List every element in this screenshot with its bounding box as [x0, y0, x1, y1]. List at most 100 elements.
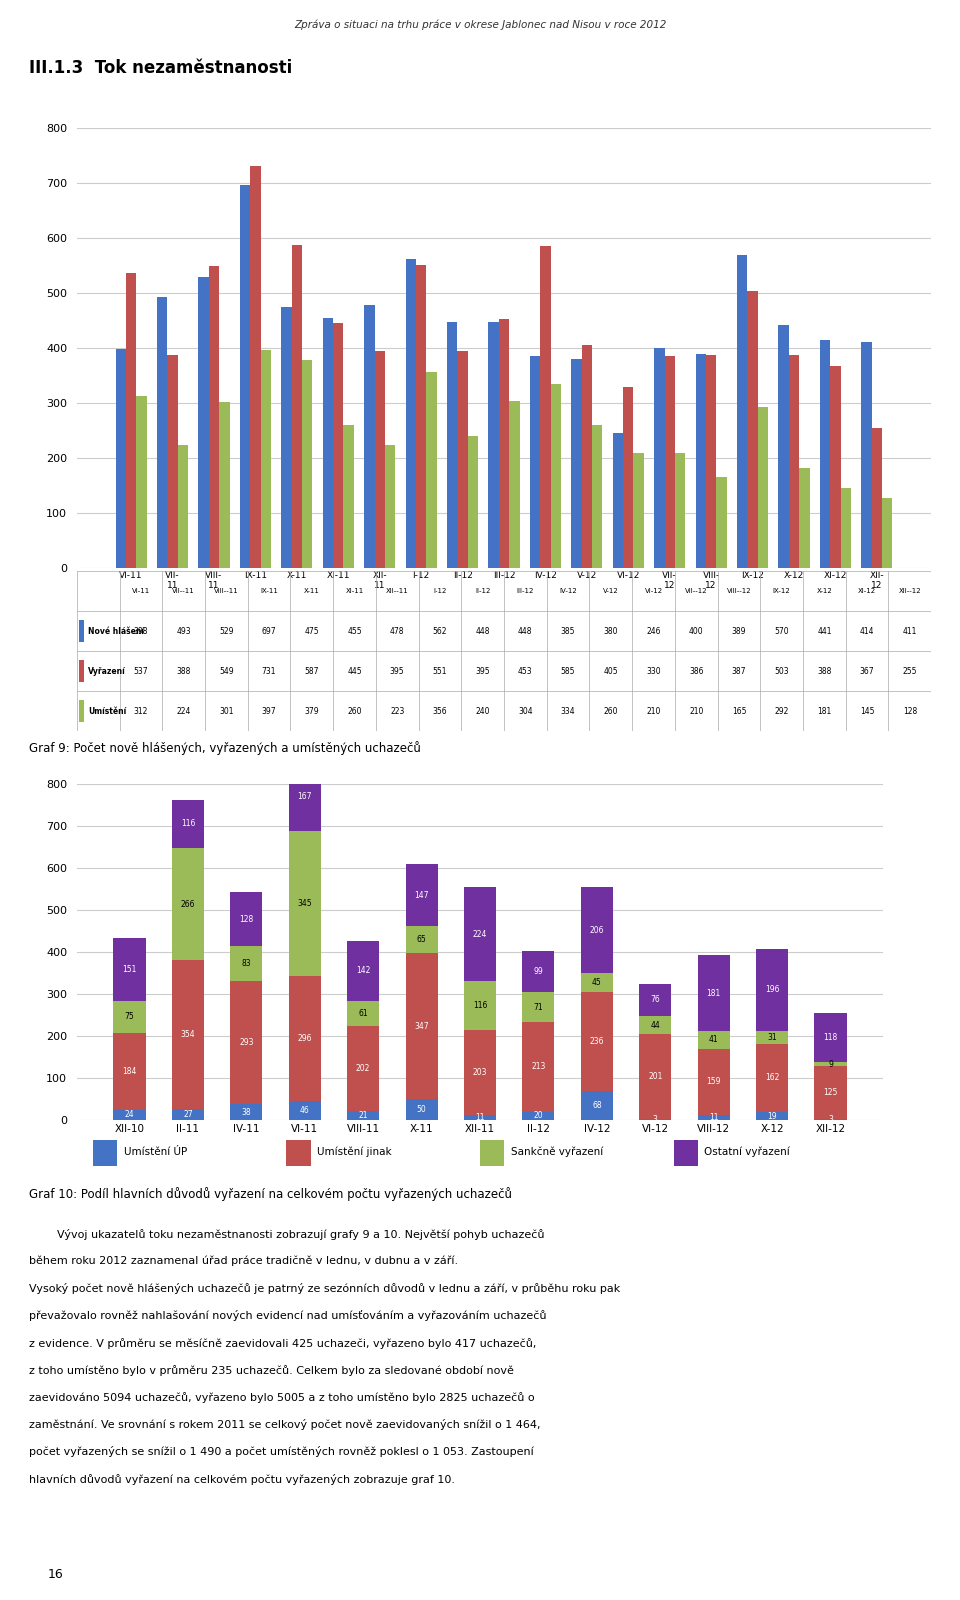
Bar	[292, 245, 302, 568]
Text: XI-11: XI-11	[346, 589, 364, 594]
Text: 50: 50	[417, 1106, 426, 1114]
Bar	[93, 1139, 117, 1166]
Text: 68: 68	[592, 1101, 602, 1110]
Text: 21: 21	[358, 1110, 368, 1120]
Bar	[841, 488, 851, 568]
Text: 75: 75	[125, 1013, 134, 1021]
Bar	[499, 318, 509, 568]
Text: 455: 455	[348, 627, 362, 635]
Text: IX-12: IX-12	[773, 589, 790, 594]
Bar	[230, 981, 262, 1104]
Bar	[457, 350, 468, 568]
Text: 240: 240	[475, 707, 490, 715]
Bar	[757, 408, 768, 568]
Text: 125: 125	[824, 1088, 838, 1098]
Bar	[405, 1099, 438, 1120]
Bar	[157, 298, 167, 568]
Text: 65: 65	[417, 934, 426, 944]
Text: 236: 236	[589, 1037, 604, 1046]
Bar	[480, 1139, 504, 1166]
Text: VII--12: VII--12	[684, 589, 708, 594]
Bar	[882, 498, 893, 568]
Text: II-12: II-12	[475, 589, 491, 594]
Bar	[522, 1112, 555, 1120]
Bar	[464, 1115, 496, 1120]
Bar	[323, 318, 333, 568]
Text: 128: 128	[902, 707, 917, 715]
Bar	[447, 322, 457, 568]
Text: Umístění jinak: Umístění jinak	[317, 1147, 392, 1157]
Bar	[756, 1030, 788, 1043]
Bar	[674, 1139, 698, 1166]
Text: 16: 16	[48, 1568, 63, 1581]
Text: 585: 585	[561, 667, 575, 675]
Bar	[289, 832, 321, 976]
Text: 388: 388	[817, 667, 831, 675]
Text: V-12: V-12	[603, 589, 618, 594]
Bar	[698, 1032, 730, 1048]
Text: 165: 165	[732, 707, 746, 715]
Text: 142: 142	[356, 966, 371, 976]
Bar	[115, 349, 126, 568]
Text: zaevidováno 5094 uchazečů, vyřazeno bylo 5005 a z toho umístěno bylo 2825 uchaze: zaevidováno 5094 uchazečů, vyřazeno bylo…	[29, 1392, 535, 1403]
Bar	[861, 342, 872, 568]
Text: 203: 203	[472, 1069, 488, 1077]
Text: 44: 44	[650, 1021, 660, 1029]
Text: IV-12: IV-12	[560, 589, 577, 594]
Text: 570: 570	[775, 627, 789, 635]
Bar	[172, 960, 204, 1109]
Bar	[675, 453, 685, 568]
Text: 448: 448	[475, 627, 490, 635]
Bar	[348, 1026, 379, 1110]
Bar	[348, 1110, 379, 1120]
Bar	[172, 1109, 204, 1120]
Text: 99: 99	[534, 966, 543, 976]
Text: 61: 61	[358, 1010, 368, 1018]
Text: 202: 202	[356, 1064, 371, 1074]
Bar	[79, 661, 84, 682]
Text: 345: 345	[298, 899, 312, 909]
Text: 478: 478	[390, 627, 404, 635]
Text: 448: 448	[518, 627, 533, 635]
Text: 529: 529	[219, 627, 233, 635]
Text: Zpráva o situaci na trhu práce v okrese Jablonec nad Nisou v roce 2012: Zpráva o situaci na trhu práce v okrese …	[294, 19, 666, 30]
Bar	[230, 946, 262, 981]
Bar	[582, 346, 592, 568]
Bar	[136, 397, 147, 568]
Bar	[167, 355, 178, 568]
Text: z evidence. V průměru se měsíčně zaevidovali 425 uchazeči, vyřazeno bylo 417 uch: z evidence. V průměru se měsíčně zaevido…	[29, 1338, 537, 1349]
Text: Graf 10: Podíl hlavních důvodů vyřazení na celkovém počtu vyřazených uchazečů: Graf 10: Podíl hlavních důvodů vyřazení …	[29, 1187, 512, 1202]
Text: XII--12: XII--12	[899, 589, 922, 594]
Text: 11: 11	[475, 1114, 485, 1122]
Text: 441: 441	[817, 627, 831, 635]
Text: 537: 537	[133, 667, 148, 675]
Bar	[820, 341, 830, 568]
Bar	[405, 864, 438, 926]
Bar	[522, 950, 555, 992]
Bar	[385, 445, 396, 568]
Bar	[639, 984, 671, 1016]
Text: IX-11: IX-11	[260, 589, 278, 594]
Bar	[405, 954, 438, 1099]
Text: 398: 398	[133, 627, 148, 635]
Text: 731: 731	[262, 667, 276, 675]
Text: 210: 210	[646, 707, 660, 715]
Text: z toho umístěno bylo v průměru 235 uchazečů. Celkem bylo za sledované období nov: z toho umístěno bylo v průměru 235 uchaz…	[29, 1365, 514, 1376]
Text: 76: 76	[650, 995, 660, 1005]
Bar	[509, 400, 519, 568]
Bar	[344, 426, 354, 568]
Bar	[551, 384, 561, 568]
Bar	[814, 1062, 847, 1066]
Bar	[756, 1112, 788, 1120]
Text: 266: 266	[180, 899, 195, 909]
Text: zaměstnání. Ve srovnání s rokem 2011 se celkový počet nově zaevidovaných snížil : zaměstnání. Ve srovnání s rokem 2011 se …	[29, 1419, 540, 1430]
Text: 414: 414	[860, 627, 875, 635]
Bar	[468, 435, 478, 568]
Text: 395: 395	[475, 667, 490, 675]
Bar	[872, 427, 882, 568]
Bar	[289, 762, 321, 832]
Text: 3: 3	[653, 1115, 658, 1123]
Bar	[348, 941, 379, 1000]
Text: 151: 151	[122, 965, 136, 974]
Bar	[756, 949, 788, 1030]
